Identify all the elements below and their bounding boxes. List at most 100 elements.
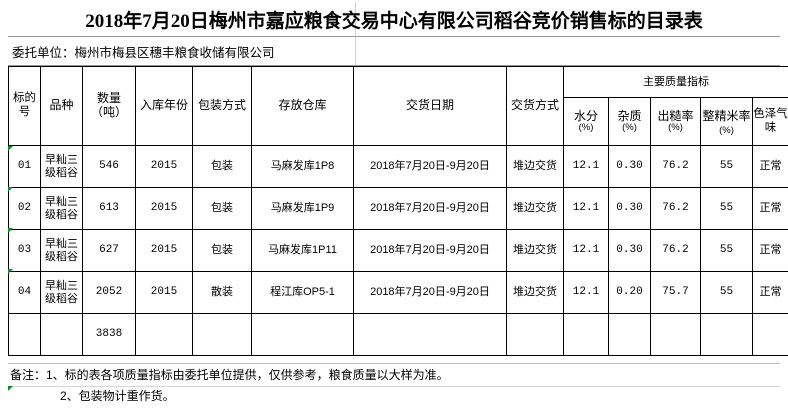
cell-delivery-method: 堆边交货 bbox=[506, 145, 564, 188]
lot-catalog-table: 标的号 品种 数量 （吨） 入库年份 包装方式 存放仓库 交货日期 交货方式 bbox=[8, 65, 788, 356]
cell-delivery-method: 堆边交货 bbox=[506, 187, 564, 230]
remarks-mid-divider bbox=[8, 386, 780, 387]
col-header-packing-method: 包装方式 bbox=[192, 66, 252, 146]
cell-impurity: 0.30 bbox=[608, 145, 651, 188]
cell-moisture: 12.1 bbox=[563, 271, 609, 314]
total-cell-impurity bbox=[608, 313, 651, 356]
cell-warehouse: 马麻发库1P8 bbox=[251, 145, 354, 188]
left-gutter bbox=[0, 0, 8, 416]
remarks-top-divider bbox=[8, 363, 780, 364]
col-header-delivery-date-label: 交货日期 bbox=[405, 98, 454, 113]
cell-packing-method: 散装 bbox=[192, 271, 252, 314]
cell-variety: 早籼三级稻谷 bbox=[40, 187, 83, 230]
cell-quantity: 613 bbox=[82, 187, 136, 230]
col-header-storage-year: 入库年份 bbox=[135, 66, 193, 146]
cell-warehouse: 马麻发库1P11 bbox=[251, 229, 354, 272]
cell-packing-method: 包装 bbox=[192, 187, 252, 230]
col-header-brown-rice-rate: 出糙率 (%) bbox=[650, 97, 701, 146]
cell-head-rice-rate: 55 bbox=[700, 187, 753, 230]
page-title: 2018年7月20日梅州市嘉应粮食交易中心有限公司稻谷竞价销售标的目录表 bbox=[85, 10, 703, 32]
col-header-moisture: 水分 (%) bbox=[563, 97, 609, 146]
col-header-storage-year-label: 入库年份 bbox=[139, 98, 188, 113]
col-header-packing-method-label: 包装方式 bbox=[197, 98, 246, 113]
total-cell-head-rice-rate bbox=[700, 313, 753, 356]
total-cell-color-odor bbox=[751, 313, 788, 356]
col-header-brown-rice-rate-label: 出糙率 bbox=[657, 108, 694, 123]
cell-head-rice-rate: 55 bbox=[700, 229, 753, 272]
cell-delivery-method: 堆边交货 bbox=[506, 271, 564, 314]
total-cell-lot-no bbox=[8, 313, 41, 356]
cell-head-rice-rate: 55 bbox=[700, 271, 753, 314]
col-header-color-odor: 色泽气味 bbox=[751, 97, 788, 146]
cell-brown-rice-rate: 75.7 bbox=[650, 271, 701, 314]
col-header-delivery-method: 交货方式 bbox=[506, 66, 564, 146]
total-cell-warehouse bbox=[251, 313, 354, 356]
cell-lot-no: 02 bbox=[8, 187, 41, 230]
cell-color-odor: 正常 bbox=[751, 271, 788, 314]
cell-variety: 早籼三级稻谷 bbox=[40, 271, 83, 314]
col-header-color-odor-label: 色泽气味 bbox=[753, 107, 788, 134]
col-header-warehouse: 存放仓库 bbox=[251, 66, 354, 146]
comment-marker-icon bbox=[8, 187, 13, 192]
cell-brown-rice-rate: 76.2 bbox=[650, 229, 701, 272]
table-row: 04 早籼三级稻谷 2052 2015 散装 程江库OP5-1 2018年7月2… bbox=[8, 271, 788, 314]
total-cell-storage-year bbox=[135, 313, 193, 356]
col-header-brown-rice-rate-unit: (%) bbox=[668, 122, 683, 134]
document-title-row: 2018年7月20日梅州市嘉应粮食交易中心有限公司稻谷竞价销售标的目录表 bbox=[8, 2, 780, 37]
col-group-header-quality: 主要质量指标 bbox=[562, 65, 788, 99]
table-total-row: 3838 bbox=[8, 313, 788, 356]
table-row: 03 早籼三级稻谷 627 2015 包装 马麻发库1P11 2018年7月20… bbox=[8, 229, 788, 272]
cell-delivery-date: 2018年7月20日-9月20日 bbox=[353, 229, 507, 272]
col-header-moisture-label: 水分 bbox=[573, 108, 598, 123]
cell-storage-year: 2015 bbox=[135, 187, 193, 230]
col-header-variety-label: 品种 bbox=[49, 98, 74, 113]
consignor-label: 委托单位：梅州市梅县区穗丰粮食收储有限公司 bbox=[12, 45, 275, 60]
total-cell-brown-rice-rate bbox=[650, 313, 701, 356]
col-header-head-rice-rate: 整精米率 (%) bbox=[700, 97, 753, 146]
cell-lot-no: 03 bbox=[8, 229, 41, 272]
table-row: 01 早籼三级稻谷 546 2015 包装 马麻发库1P8 2018年7月20日… bbox=[8, 145, 788, 188]
comment-marker-icon bbox=[8, 269, 13, 274]
col-header-warehouse-label: 存放仓库 bbox=[278, 98, 327, 113]
comment-marker-icon bbox=[8, 146, 13, 151]
cell-impurity: 0.30 bbox=[608, 187, 651, 230]
cell-quantity: 546 bbox=[82, 145, 136, 188]
col-header-lot-no: 标的号 bbox=[8, 66, 41, 146]
cell-storage-year: 2015 bbox=[135, 229, 193, 272]
cell-color-odor: 正常 bbox=[751, 145, 788, 188]
cell-moisture: 12.1 bbox=[563, 187, 609, 230]
remark-line-1: 备注：1、标的表各项质量指标由委托单位提供，仅供参考，粮食质量以大样为准。 bbox=[10, 368, 449, 382]
cell-impurity: 0.20 bbox=[608, 271, 651, 314]
table-header-row-top: 标的号 品种 数量 （吨） 入库年份 包装方式 存放仓库 交货日期 交货方式 bbox=[8, 65, 788, 146]
col-header-head-rice-rate-unit: (%) bbox=[719, 124, 734, 136]
cell-quantity: 2052 bbox=[82, 271, 136, 314]
cell-delivery-date: 2018年7月20日-9月20日 bbox=[353, 187, 507, 230]
col-header-moisture-unit: (%) bbox=[578, 122, 594, 134]
table-row: 02 早籼三级稻谷 613 2015 包装 马麻发库1P9 2018年7月20日… bbox=[8, 187, 788, 230]
total-cell-variety bbox=[40, 313, 83, 356]
cell-impurity: 0.30 bbox=[608, 229, 651, 272]
col-group-header-quality-label: 主要质量指标 bbox=[643, 76, 710, 89]
cell-storage-year: 2015 bbox=[135, 145, 193, 188]
cell-quantity: 627 bbox=[82, 229, 136, 272]
col-header-quantity: 数量 （吨） bbox=[82, 66, 136, 146]
col-header-delivery-method-label: 交货方式 bbox=[510, 98, 559, 113]
consignor-row: 委托单位：梅州市梅县区穗丰粮食收储有限公司 bbox=[8, 37, 780, 66]
comment-marker-icon bbox=[8, 228, 13, 233]
cell-variety: 早籼三级稻谷 bbox=[40, 229, 83, 272]
remark-line-2: 2、包装物计重作货。 bbox=[60, 389, 175, 403]
total-cell-quantity: 3838 bbox=[82, 313, 136, 356]
col-header-variety: 品种 bbox=[40, 66, 83, 146]
cell-warehouse: 马麻发库1P9 bbox=[251, 187, 354, 230]
cell-head-rice-rate: 55 bbox=[700, 145, 753, 188]
cell-brown-rice-rate: 76.2 bbox=[650, 145, 701, 188]
comment-marker-icon bbox=[8, 386, 13, 391]
cell-color-odor: 正常 bbox=[751, 229, 788, 272]
title-cell-divider bbox=[355, 2, 356, 36]
table-header-row-sub: 水分 (%) 杂质 (%) 出糙率 (%) 整精米率 (%) 色泽气味 bbox=[9, 97, 788, 146]
cell-packing-method: 包装 bbox=[192, 145, 252, 188]
col-header-impurity: 杂质 (%) bbox=[608, 97, 651, 146]
col-header-impurity-unit: (%) bbox=[622, 122, 637, 134]
col-header-head-rice-rate-label: 整精米率 bbox=[702, 108, 751, 123]
